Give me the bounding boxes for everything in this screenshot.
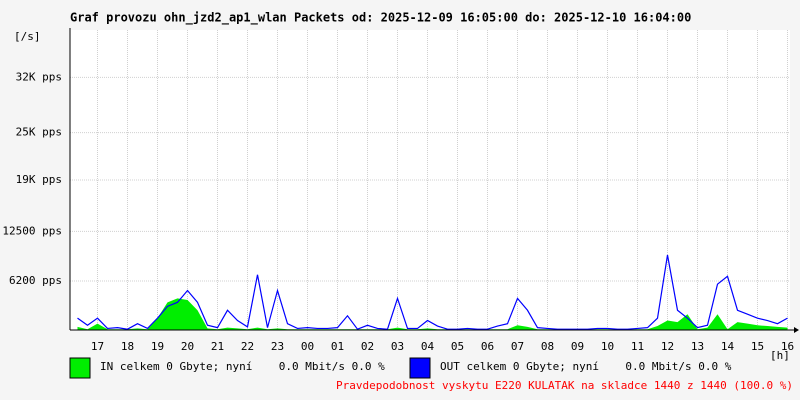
x-axis-arrow xyxy=(794,327,799,333)
x-tick-label: 00 xyxy=(301,340,314,353)
x-tick-label: 16 xyxy=(781,340,794,353)
y-unit: [/s] xyxy=(14,30,41,43)
out-line xyxy=(77,254,788,330)
x-tick-label: 22 xyxy=(241,340,254,353)
chart-title: Graf provozu ohn_jzd2_ap1_wlan Packets o… xyxy=(70,11,691,26)
x-tick-label: 17 xyxy=(91,340,104,353)
x-tick-label: 21 xyxy=(211,340,224,353)
y-tick-label: 25K pps xyxy=(16,126,62,139)
x-tick-label: 20 xyxy=(181,340,194,353)
x-tick-label: 05 xyxy=(451,340,464,353)
x-tick-label: 07 xyxy=(511,340,524,353)
note: Pravdepodobnost vyskytu E220 KULATAK na … xyxy=(336,379,793,392)
y-tick-label: 32K pps xyxy=(16,70,62,83)
x-tick-label: 23 xyxy=(271,340,284,353)
x-tick-label: 13 xyxy=(691,340,704,353)
x-tick-label: 01 xyxy=(331,340,344,353)
x-tick-label: 08 xyxy=(541,340,554,353)
x-tick-label: 09 xyxy=(571,340,584,353)
x-tick-label: 18 xyxy=(121,340,134,353)
y-tick-label: 12500 pps xyxy=(2,224,62,237)
x-tick-label: 04 xyxy=(421,340,435,353)
legend-label: IN celkem 0 Gbyte; nyní 0.0 Mbit/s 0.0 % xyxy=(100,360,385,373)
x-tick-label: 15 xyxy=(751,340,764,353)
legend-swatch xyxy=(409,357,431,379)
y-tick-label: 6200 pps xyxy=(9,274,62,287)
x-tick-label: 06 xyxy=(481,340,494,353)
in-area xyxy=(77,298,788,330)
x-tick-label: 14 xyxy=(721,340,735,353)
x-tick-label: 12 xyxy=(661,340,674,353)
y-tick-label: 19K pps xyxy=(16,173,62,186)
x-tick-label: 02 xyxy=(361,340,374,353)
x-tick-label: 10 xyxy=(601,340,614,353)
legend-swatch xyxy=(69,357,91,379)
x-tick-label: 19 xyxy=(151,340,164,353)
legend-label: OUT celkem 0 Gbyte; nyní 0.0 Mbit/s 0.0 … xyxy=(440,360,732,373)
x-unit: [h] xyxy=(770,349,790,362)
x-tick-label: 11 xyxy=(631,340,644,353)
x-tick-label: 03 xyxy=(391,340,404,353)
